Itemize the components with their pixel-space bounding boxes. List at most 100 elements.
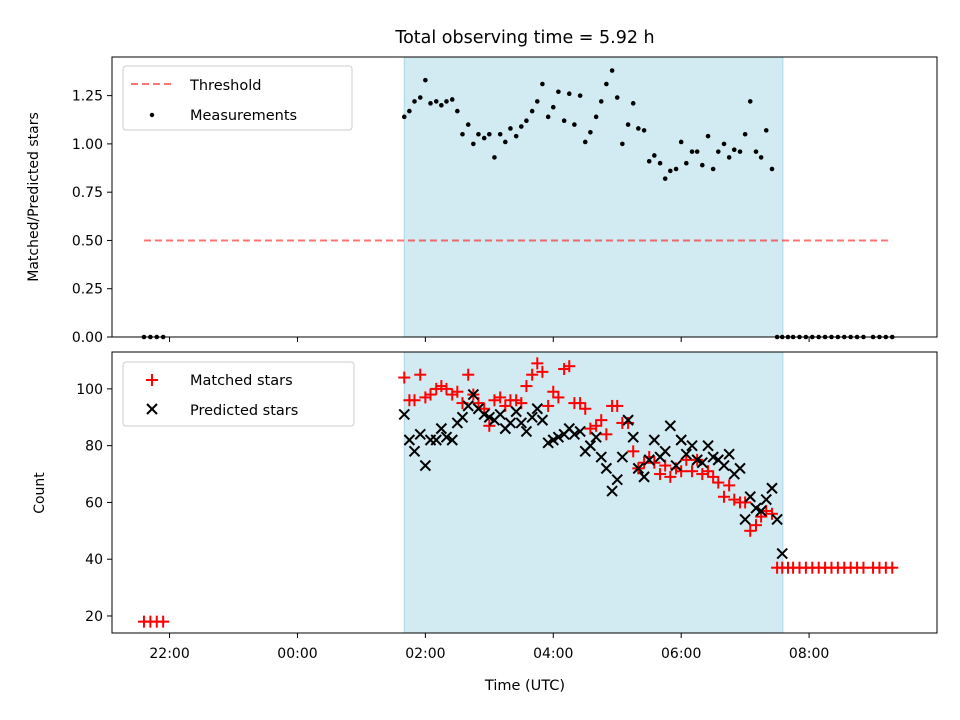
data-point	[481, 135, 487, 141]
data-point	[449, 97, 455, 102]
data-point-x	[675, 434, 687, 446]
x-tick-label: 02:00	[405, 646, 445, 662]
observing-window-span	[403, 56, 784, 338]
data-point	[556, 89, 561, 95]
x-stroke-b	[632, 462, 645, 475]
data-point	[636, 126, 641, 131]
data-point-plus	[766, 507, 778, 520]
data-point	[598, 99, 604, 104]
x-stroke-b	[760, 493, 772, 506]
x-stroke-b	[750, 502, 762, 514]
legend-matched-label: Matched stars	[190, 373, 293, 389]
x-stroke-b	[776, 547, 788, 560]
x-stroke-b	[723, 448, 735, 460]
measurement-points	[141, 68, 895, 340]
x-tick-label: 22:00	[149, 646, 189, 662]
x-stroke-b	[771, 513, 783, 526]
data-point-x	[584, 439, 597, 452]
x-stroke-b	[696, 456, 708, 469]
data-point	[465, 122, 471, 127]
data-point-plus	[446, 388, 459, 401]
x-stroke-b	[568, 428, 581, 441]
data-point-x	[515, 417, 528, 429]
series-matched-stars	[137, 357, 899, 628]
x-ticks-bottom: 22:00 00:00 02:00 04:00 06:00 08:00	[149, 633, 829, 662]
legend-predicted-swatch	[146, 403, 158, 415]
data-point	[641, 128, 647, 133]
x-stroke-b	[707, 451, 719, 463]
data-point	[471, 141, 476, 147]
data-point-x	[648, 434, 661, 446]
data-point	[694, 149, 700, 154]
data-point	[577, 93, 583, 98]
data-point	[572, 122, 577, 127]
data-point	[503, 139, 508, 145]
x-stroke-b	[494, 408, 506, 421]
data-point	[545, 114, 551, 120]
data-point-plus	[680, 453, 693, 466]
data-point-x	[408, 445, 421, 458]
data-point	[428, 101, 433, 106]
y-tick-label: 0.75	[72, 185, 103, 201]
data-point	[747, 99, 753, 104]
data-point	[721, 141, 727, 147]
x-stroke-b	[467, 388, 480, 401]
x-stroke-b	[755, 505, 767, 517]
data-point-x	[595, 451, 607, 463]
data-point	[731, 147, 737, 152]
data-point	[689, 149, 695, 154]
data-point-plus	[488, 394, 501, 407]
data-point-plus	[440, 382, 453, 395]
data-point-x	[659, 445, 671, 458]
data-point	[582, 139, 588, 145]
data-point-plus	[435, 380, 448, 393]
data-point	[487, 131, 492, 137]
x-stroke-b	[536, 414, 549, 426]
x-stroke-b	[526, 411, 538, 423]
x-tick-label: 08:00	[789, 646, 829, 662]
x-stroke-b	[504, 417, 517, 429]
data-point-x	[638, 471, 650, 483]
data-point-plus	[707, 470, 720, 483]
data-point-x	[739, 513, 751, 526]
x-stroke-b	[563, 422, 575, 435]
data-point-x	[494, 408, 506, 421]
plot-frame-bottom	[111, 351, 938, 634]
data-point-x	[734, 462, 746, 475]
data-point	[737, 149, 743, 154]
data-point-plus	[600, 428, 613, 441]
data-point-x	[552, 431, 565, 443]
data-point	[657, 160, 663, 166]
data-point-plus	[595, 414, 608, 427]
data-point	[684, 160, 689, 166]
data-point-plus	[531, 357, 544, 370]
data-point-x	[531, 403, 543, 415]
x-stroke-b	[462, 400, 474, 412]
data-point	[753, 149, 759, 154]
data-point-plus	[696, 468, 709, 481]
data-point-x	[664, 420, 677, 432]
data-point-plus	[419, 391, 432, 404]
y-tick-label: 80	[85, 439, 103, 455]
plot-frame-top	[111, 56, 938, 338]
data-point	[524, 118, 529, 124]
x-stroke-b	[595, 451, 607, 463]
x-stroke-b	[584, 439, 597, 452]
data-point-x	[680, 448, 693, 460]
top-panel: Total observing time = 5.92 h Matched/Pr…	[26, 28, 938, 346]
legend-threshold-label: Threshold	[189, 78, 261, 94]
x-stroke-b	[744, 491, 756, 503]
x-stroke-b	[616, 451, 629, 463]
data-point-plus	[494, 391, 507, 404]
data-point-x	[686, 439, 698, 452]
data-point-plus	[744, 524, 757, 537]
data-point-x	[696, 456, 708, 469]
data-point-plus	[739, 496, 752, 509]
data-point-plus	[430, 382, 443, 395]
data-point	[614, 95, 620, 100]
x-stroke-b	[574, 425, 586, 438]
y-tick-label: 60	[85, 495, 103, 511]
data-point-plus	[526, 368, 539, 381]
x-stroke-b	[510, 405, 522, 418]
data-point-plus	[723, 479, 736, 492]
